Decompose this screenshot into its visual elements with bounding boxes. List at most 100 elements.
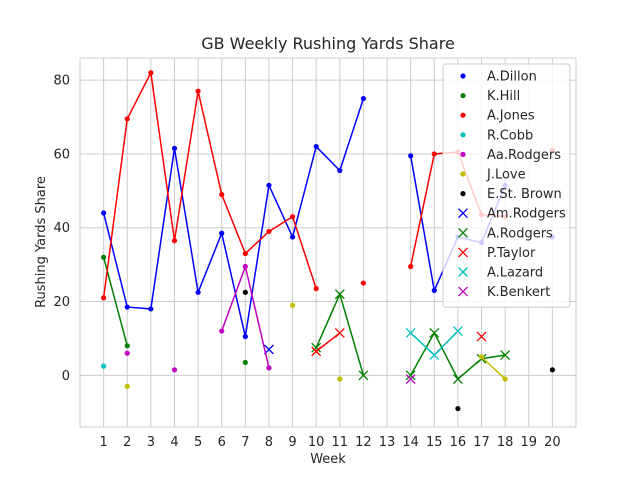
- legend-marker: [460, 171, 466, 177]
- data-point: [452, 374, 463, 384]
- series-3: [101, 363, 107, 369]
- legend-marker: [458, 247, 468, 258]
- legend-entry: E.St. Brown: [460, 187, 562, 202]
- data-point: [337, 167, 343, 174]
- data-point: [431, 287, 437, 294]
- y-tick-label: 20: [53, 295, 70, 310]
- data-point: [311, 346, 322, 357]
- legend-label: K.Hill: [487, 89, 520, 104]
- legend: A.Dillon K.Hill A.Jones R.Cobb Aa.Rodgers J.L…: [442, 63, 571, 308]
- x-tick-label: 6: [218, 435, 226, 450]
- data-point: [219, 191, 225, 198]
- data-point: [289, 302, 296, 308]
- data-point: [549, 367, 555, 373]
- y-tick-labels: 0 20 40 60 80: [53, 74, 70, 384]
- legend-label: J.Love: [486, 168, 526, 183]
- x-tick-label: 16: [450, 435, 467, 450]
- data-point: [337, 376, 343, 382]
- data-point: [171, 145, 178, 152]
- data-point: [313, 286, 319, 292]
- data-point: [148, 70, 154, 76]
- data-point: [452, 326, 463, 337]
- series-line: [102, 70, 317, 298]
- y-tick-label: 60: [53, 147, 70, 162]
- x-tick-label: 14: [402, 435, 419, 450]
- x-tick-label: 17: [473, 435, 490, 450]
- x-tick-label: 3: [147, 435, 155, 450]
- legend-marker: [460, 73, 466, 79]
- grid-lines: [80, 58, 576, 427]
- legend-entry: Am.Rodgers: [458, 207, 566, 222]
- data-point: [101, 210, 107, 216]
- data-point: [360, 95, 367, 102]
- legend-marker: [460, 191, 466, 197]
- x-tick-label: 2: [123, 435, 131, 450]
- series-11: [405, 374, 416, 384]
- data-point: [195, 289, 201, 295]
- x-tick-label: 1: [99, 435, 107, 450]
- legend-box: [442, 63, 571, 308]
- data-point: [455, 405, 461, 412]
- data-point: [313, 143, 319, 150]
- legend-entry: P.Taylor: [458, 246, 536, 261]
- data-point: [266, 365, 272, 371]
- data-point: [124, 343, 130, 349]
- series-9: [311, 327, 487, 357]
- x-tick-label: 10: [308, 435, 325, 450]
- extra-line-1: [478, 354, 508, 382]
- legend-marker: [460, 93, 466, 99]
- legend-label: E.St. Brown: [487, 187, 562, 202]
- x-tick-label: 9: [288, 435, 296, 450]
- data-point: [266, 228, 272, 235]
- chart-title: GB Weekly Rushing Yards Share: [201, 34, 455, 53]
- legend-label: R.Cobb: [487, 128, 533, 143]
- data-point: [219, 230, 225, 236]
- data-point: [478, 354, 485, 360]
- legend-entry: K.Benkert: [458, 285, 550, 300]
- legend-label: K.Benkert: [487, 285, 550, 300]
- legend-label: A.Lazard: [487, 266, 543, 281]
- legend-label: A.Dillon: [487, 70, 537, 85]
- legend-marker: [458, 227, 468, 238]
- legend-marker: [458, 286, 468, 297]
- legend-entry: A.Dillon: [460, 70, 537, 85]
- series-5: [124, 302, 343, 390]
- x-tick-label: 13: [379, 435, 396, 450]
- x-tick-label: 19: [520, 435, 537, 450]
- legend-marker: [460, 151, 466, 157]
- x-tick-label: 5: [194, 435, 202, 450]
- legend-entry: A.Lazard: [458, 266, 543, 281]
- x-tick-label: 4: [170, 435, 178, 450]
- data-point: [101, 254, 107, 260]
- data-point: [266, 182, 272, 188]
- data-point: [242, 289, 248, 295]
- data-point: [101, 363, 107, 369]
- legend-entry: R.Cobb: [460, 128, 533, 143]
- extra-line-0: [219, 263, 272, 371]
- data-point: [242, 263, 248, 270]
- legend-entry: A.Jones: [460, 109, 535, 124]
- legend-entry: J.Love: [460, 168, 526, 183]
- data-point: [101, 295, 107, 301]
- data-point: [429, 327, 440, 338]
- x-tick-label: 12: [355, 435, 372, 450]
- data-point: [124, 304, 130, 310]
- data-point: [171, 238, 178, 244]
- x-tick-label: 8: [265, 435, 273, 450]
- data-point: [289, 234, 296, 240]
- data-point: [358, 370, 369, 381]
- legend-label: A.Rodgers: [487, 226, 553, 241]
- plot-frame: [79, 57, 577, 428]
- x-tick-labels: 1 2 3 4 5 6 7 8 9 10 11 12 13 14 15 16 17 18 19 20: [99, 435, 560, 450]
- y-axis-label: Rushing Yards Share: [34, 176, 49, 308]
- data-point: [171, 367, 178, 373]
- legend-marker: [460, 132, 466, 138]
- data-point: [408, 153, 414, 159]
- legend-label: Am.Rodgers: [487, 207, 566, 222]
- x-tick-label: 15: [426, 435, 443, 450]
- legend-label: A.Jones: [487, 109, 535, 124]
- series-10: [405, 326, 463, 361]
- x-tick-label: 18: [497, 435, 514, 450]
